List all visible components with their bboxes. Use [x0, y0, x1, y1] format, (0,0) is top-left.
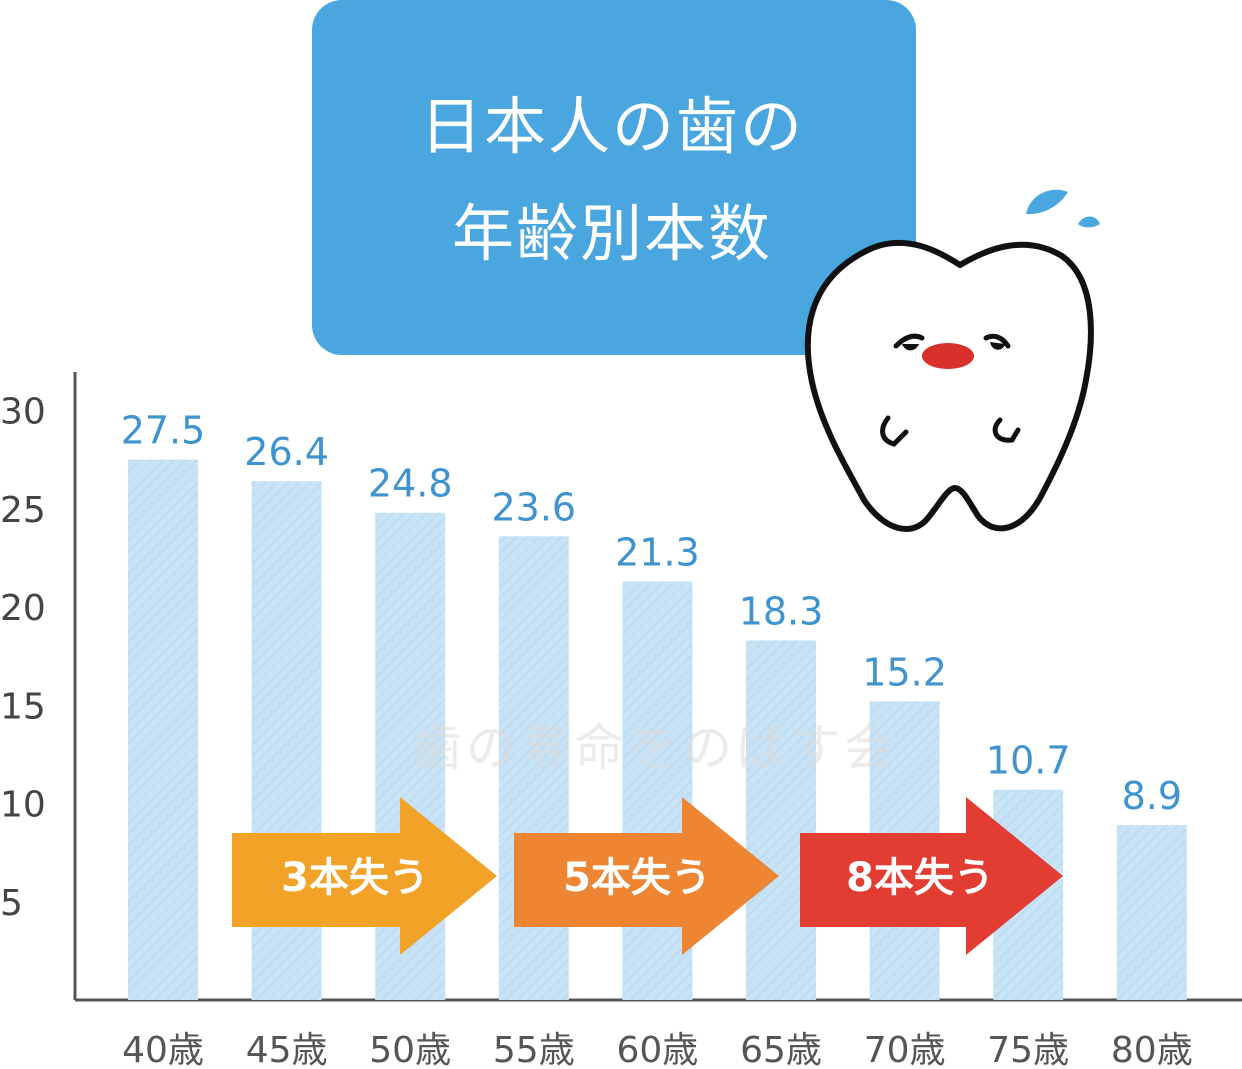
x-tick-labels: 40歳 45歳 50歳 55歳 60歳 65歳 70歳 75歳 80歳 — [122, 1030, 1193, 1069]
arrow-3-lost-label: 3本失う — [281, 855, 429, 901]
x-tick-label: 75歳 — [987, 1030, 1069, 1069]
watermark: 歯の寿命をのばす会 — [412, 719, 898, 777]
arrow-5-lost-label: 5本失う — [563, 855, 711, 901]
x-tick-label: 65歳 — [740, 1030, 822, 1069]
data-label: 23.6 — [491, 485, 576, 529]
arrow-5-lost-shape — [514, 797, 779, 955]
arrow-8-lost: 8本失う — [800, 797, 1063, 955]
y-tick-label: 30 — [0, 392, 46, 433]
data-label: 15.2 — [862, 650, 947, 694]
tooth-character-icon — [804, 239, 1094, 532]
title-box: 日本人の歯の 年齢別本数 — [312, 0, 916, 355]
arrow-8-lost-shape — [800, 797, 1063, 955]
y-tick-label: 20 — [0, 588, 46, 629]
tooth-hand-left — [880, 415, 909, 447]
title-line-1: 日本人の歯の — [420, 90, 804, 163]
x-tick-label: 45歳 — [246, 1030, 328, 1069]
x-tick-label: 70歳 — [864, 1030, 946, 1069]
data-labels: 27.5 26.4 24.8 23.6 21.3 18.3 15.2 10.7 8.9 — [121, 409, 1182, 818]
y-tick-label: 5 — [0, 883, 23, 924]
y-tick-label: 10 — [0, 785, 46, 826]
x-tick-label: 60歳 — [616, 1030, 698, 1069]
arrow-3-lost: 3本失う — [232, 797, 497, 955]
bar-40歳 — [128, 459, 198, 1000]
tooth-eye-left-pupil — [902, 344, 919, 351]
tooth-hand-right — [992, 417, 1021, 443]
tooth-eye-left — [893, 333, 925, 349]
title-line-2: 年齢別本数 — [452, 197, 772, 270]
tooth-outline — [804, 239, 1094, 532]
y-tick-label: 15 — [0, 686, 46, 727]
arrow-3-lost-shape — [232, 797, 497, 955]
x-tick-label: 55歳 — [493, 1030, 575, 1069]
y-tick-labels: 5 10 15 20 25 30 — [0, 392, 46, 924]
data-label: 10.7 — [986, 739, 1071, 783]
x-tick-label: 50歳 — [369, 1030, 451, 1069]
tooth-mouth — [922, 343, 974, 369]
bar-80歳 — [1116, 825, 1187, 1000]
data-label: 27.5 — [121, 409, 206, 453]
bar-60歳 — [622, 581, 693, 1000]
y-tick-label: 25 — [0, 490, 46, 531]
sweat-drop-icon — [1026, 189, 1068, 215]
sweat-drop-icon — [820, 177, 863, 215]
data-label: 8.9 — [1122, 774, 1182, 818]
arrow-5-lost: 5本失う — [514, 797, 779, 955]
title-box-background — [312, 0, 916, 355]
data-label: 24.8 — [368, 462, 453, 506]
tooth-eye-right — [983, 333, 1011, 349]
tooth-eye-right-pupil — [990, 342, 1005, 350]
x-tick-label: 40歳 — [122, 1030, 204, 1069]
x-tick-label: 80歳 — [1111, 1030, 1193, 1069]
data-label: 26.4 — [244, 430, 329, 474]
data-label: 21.3 — [615, 530, 700, 574]
data-label: 18.3 — [739, 589, 824, 633]
bar-65歳 — [746, 640, 816, 1000]
sweat-drop-icon — [1078, 216, 1100, 228]
arrow-8-lost-label: 8本失う — [846, 855, 994, 901]
